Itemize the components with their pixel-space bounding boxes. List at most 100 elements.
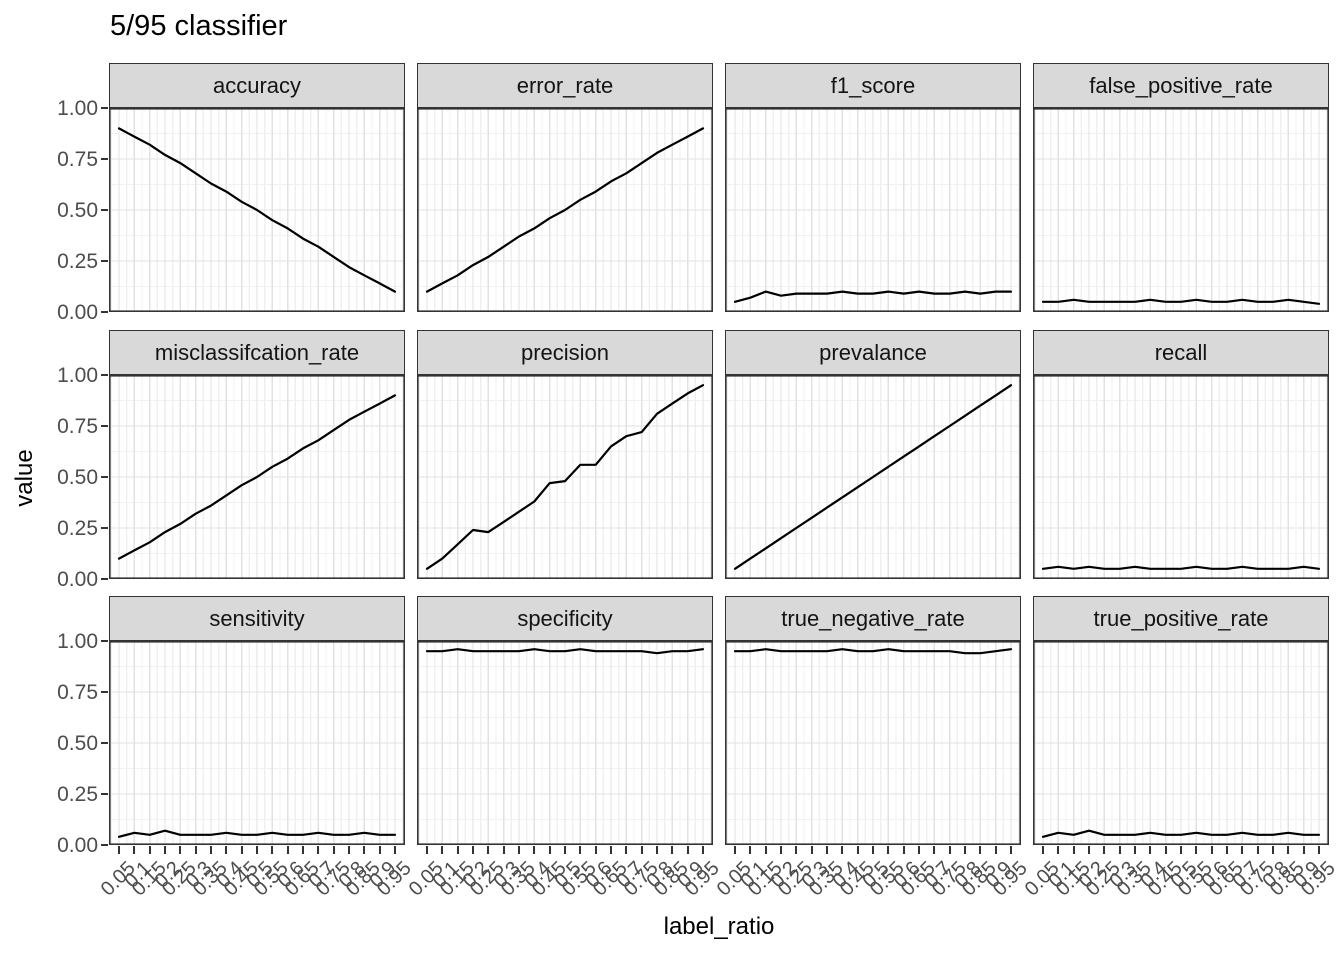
y-tick-label: 0.25	[57, 782, 98, 806]
x-tick-mark	[1241, 846, 1244, 854]
facet-strip-label: specificity	[517, 605, 613, 631]
x-tick-mark	[1103, 846, 1106, 854]
x-tick-mark	[810, 846, 813, 854]
facet-panel-precision	[417, 375, 713, 579]
x-tick-mark	[502, 846, 505, 854]
x-tick-mark	[426, 846, 428, 854]
x-tick-mark	[702, 846, 704, 854]
x-tick-mark	[240, 846, 243, 854]
x-tick-mark	[764, 846, 767, 854]
panel-border	[417, 641, 713, 845]
facet-strip-label: sensitivity	[209, 605, 305, 631]
series-line-true_positive_rate	[1041, 829, 1321, 838]
x-tick-mark	[1010, 846, 1012, 854]
x-tick-mark	[826, 846, 828, 854]
panel-border	[109, 375, 405, 579]
x-tick-mark	[441, 846, 444, 854]
y-tick-mark	[101, 107, 108, 109]
x-tick-mark	[1272, 846, 1274, 854]
x-tick-mark	[795, 846, 798, 854]
facet-strip: true_negative_rate	[725, 596, 1021, 641]
x-tick-mark	[948, 846, 951, 854]
x-tick-mark	[1134, 846, 1136, 854]
panel-border	[725, 108, 1021, 312]
chart-title: 5/95 classifier	[110, 10, 288, 42]
x-tick-mark	[317, 846, 320, 854]
series-line-specificity	[425, 648, 705, 655]
y-tick-mark	[101, 425, 108, 427]
facet-strip-label: prevalance	[819, 339, 927, 365]
facet-panel-true_positive_rate	[1033, 641, 1329, 845]
x-tick-mark	[548, 846, 551, 854]
x-tick-mark	[194, 846, 197, 854]
x-tick-mark	[363, 846, 366, 854]
x-tick-mark	[841, 846, 844, 854]
series-line-sensitivity	[117, 829, 397, 838]
y-tick-mark	[101, 844, 108, 846]
y-tick-mark	[101, 374, 108, 376]
x-tick-mark	[594, 846, 597, 854]
facet-panel-f1_score	[725, 108, 1021, 312]
facet-strip-label: true_positive_rate	[1093, 605, 1269, 631]
x-tick-mark	[564, 846, 566, 854]
x-tick-mark	[348, 846, 350, 854]
x-tick-mark	[933, 846, 936, 854]
series-line-accuracy	[117, 127, 397, 293]
panel-border	[1033, 108, 1329, 312]
facet-strip-label: f1_score	[830, 72, 916, 98]
y-tick-mark	[101, 311, 108, 313]
facet-strip: f1_score	[725, 63, 1021, 108]
series-line-f1_score	[733, 290, 1013, 303]
facet-panel-accuracy	[109, 108, 405, 312]
y-tick-label: 0.50	[57, 465, 98, 489]
x-tick-mark	[656, 846, 658, 854]
x-tick-mark	[686, 846, 689, 854]
y-tick-label: 1.00	[57, 96, 98, 120]
x-tick-mark	[1180, 846, 1182, 854]
panel-border	[1033, 375, 1329, 579]
x-tick-mark	[902, 846, 905, 854]
panel-border	[417, 375, 713, 579]
x-tick-mark	[640, 846, 643, 854]
y-tick-label: 0.75	[57, 680, 98, 704]
facet-strip: true_positive_rate	[1033, 596, 1329, 641]
facet-strip-label: precision	[520, 339, 610, 365]
y-tick-label: 0.75	[57, 147, 98, 171]
x-tick-mark	[872, 846, 874, 854]
series-line-true_negative_rate	[733, 648, 1013, 655]
x-tick-mark	[225, 846, 228, 854]
facet-strip: recall	[1033, 330, 1329, 375]
x-tick-mark	[749, 846, 752, 854]
series-line-recall	[1041, 565, 1321, 570]
panel-border	[725, 375, 1021, 579]
x-tick-mark	[625, 846, 628, 854]
y-tick-label: 0.00	[57, 300, 98, 324]
x-tick-mark	[856, 846, 859, 854]
x-tick-mark	[979, 846, 982, 854]
x-tick-mark	[1042, 846, 1044, 854]
facet-strip-label: true_negative_rate	[781, 605, 965, 631]
series-line-precision	[425, 384, 705, 570]
x-tick-mark	[1118, 846, 1121, 854]
x-tick-mark	[1256, 846, 1259, 854]
x-axis-title: label_ratio	[663, 913, 775, 940]
y-tick-mark	[101, 691, 108, 693]
y-tick-mark	[101, 742, 108, 744]
y-tick-mark	[101, 640, 108, 642]
x-tick-mark	[964, 846, 966, 854]
y-tick-mark	[101, 476, 108, 478]
facet-strip: precision	[417, 330, 713, 375]
x-tick-mark	[1226, 846, 1228, 854]
y-tick-mark	[101, 527, 108, 529]
x-tick-mark	[148, 846, 151, 854]
x-tick-mark	[271, 846, 274, 854]
series-line-error_rate	[425, 127, 705, 293]
y-tick-mark	[101, 209, 108, 211]
facet-strip-label: accuracy	[212, 72, 302, 98]
x-tick-mark	[1072, 846, 1075, 854]
x-tick-mark	[1088, 846, 1090, 854]
facet-panel-recall	[1033, 375, 1329, 579]
x-tick-mark	[210, 846, 212, 854]
facet-panel-sensitivity	[109, 641, 405, 845]
